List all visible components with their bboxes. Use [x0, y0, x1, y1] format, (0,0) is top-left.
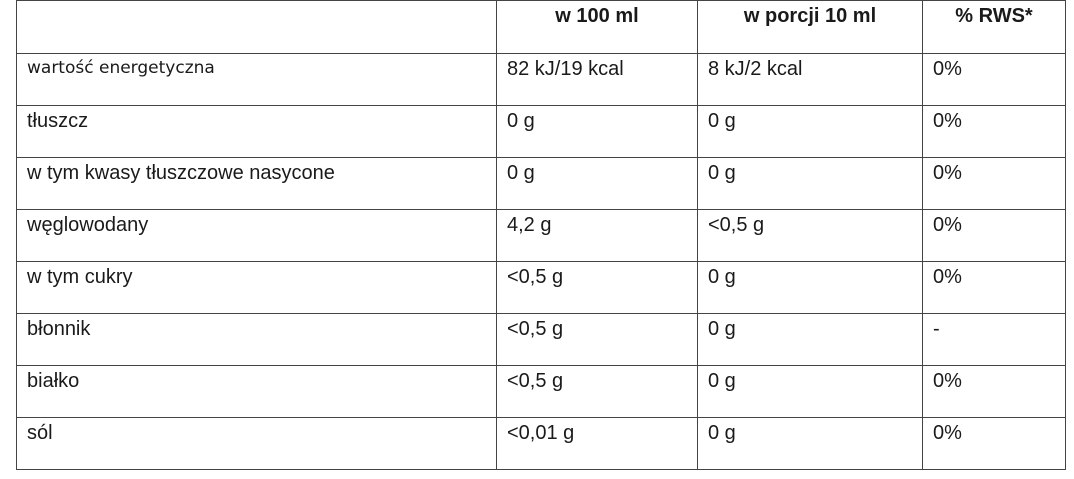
value-rws: 0%	[922, 105, 1066, 158]
nutrient-name: w tym cukry	[16, 261, 497, 314]
nutrient-name: białko	[16, 365, 497, 418]
nutrient-name: w tym kwasy tłuszczowe nasycone	[16, 157, 497, 210]
value-per-100ml: <0,01 g	[496, 417, 698, 470]
value-per-portion: 0 g	[697, 417, 923, 470]
value-per-100ml: 4,2 g	[496, 209, 698, 262]
value-rws: 0%	[922, 417, 1066, 470]
header-cell-per-100ml: w 100 ml	[496, 0, 698, 54]
value-rws: 0%	[922, 209, 1066, 262]
table-header-row: w 100 ml w porcji 10 ml % RWS*	[16, 0, 1066, 54]
nutrient-name: tłuszcz	[16, 105, 497, 158]
value-rws: 0%	[922, 365, 1066, 418]
value-per-portion: 0 g	[697, 105, 923, 158]
table-row: w tym cukry <0,5 g 0 g 0%	[16, 261, 1066, 314]
value-rws: 0%	[922, 53, 1066, 106]
value-per-100ml: 0 g	[496, 157, 698, 210]
table-row: błonnik <0,5 g 0 g -	[16, 313, 1066, 366]
nutrient-name: sól	[16, 417, 497, 470]
table-row: w tym kwasy tłuszczowe nasycone 0 g 0 g …	[16, 157, 1066, 210]
value-per-100ml: <0,5 g	[496, 365, 698, 418]
table-row: wartość energetyczna 82 kJ/19 kcal 8 kJ/…	[16, 53, 1066, 106]
value-per-100ml: 0 g	[496, 105, 698, 158]
nutrient-name: węglowodany	[16, 209, 497, 262]
value-per-portion: 0 g	[697, 261, 923, 314]
value-per-100ml: 82 kJ/19 kcal	[496, 53, 698, 106]
nutrient-name: błonnik	[16, 313, 497, 366]
table-row: tłuszcz 0 g 0 g 0%	[16, 105, 1066, 158]
value-per-portion: 0 g	[697, 313, 923, 366]
header-cell-rws: % RWS*	[922, 0, 1066, 54]
table-row: sól <0,01 g 0 g 0%	[16, 417, 1066, 470]
nutrient-name: wartość energetyczna	[16, 53, 497, 106]
header-cell-per-portion: w porcji 10 ml	[697, 0, 923, 54]
nutrition-table: w 100 ml w porcji 10 ml % RWS* wartość e…	[16, 0, 1066, 470]
value-per-portion: 0 g	[697, 157, 923, 210]
value-rws: -	[922, 313, 1066, 366]
value-rws: 0%	[922, 261, 1066, 314]
value-per-portion: <0,5 g	[697, 209, 923, 262]
value-rws: 0%	[922, 157, 1066, 210]
table-row: białko <0,5 g 0 g 0%	[16, 365, 1066, 418]
value-per-100ml: <0,5 g	[496, 261, 698, 314]
header-cell-nutrient	[16, 0, 497, 54]
value-per-portion: 0 g	[697, 365, 923, 418]
value-per-100ml: <0,5 g	[496, 313, 698, 366]
table-row: węglowodany 4,2 g <0,5 g 0%	[16, 209, 1066, 262]
value-per-portion: 8 kJ/2 kcal	[697, 53, 923, 106]
